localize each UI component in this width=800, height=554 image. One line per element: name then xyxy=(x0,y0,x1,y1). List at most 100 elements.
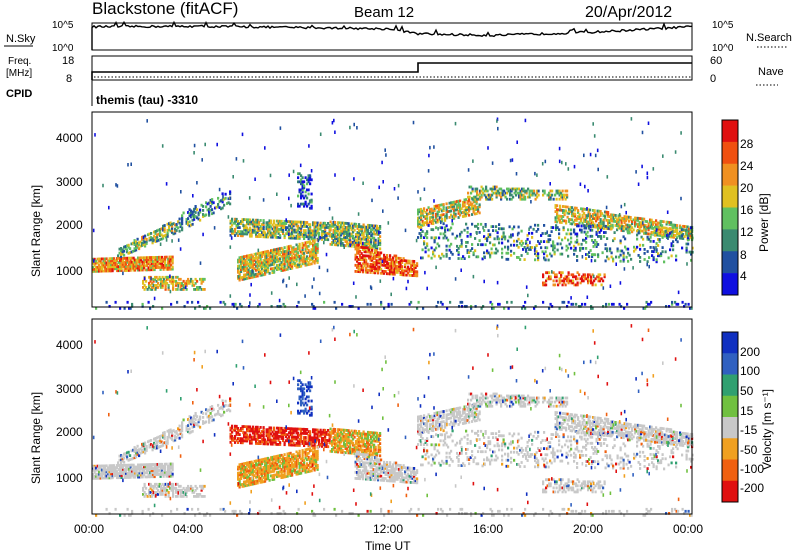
power-cell xyxy=(565,219,568,223)
velocity-cell xyxy=(148,445,151,449)
power-cell xyxy=(300,228,303,232)
power-cell xyxy=(652,258,655,262)
power-cell xyxy=(340,231,343,235)
power-cell xyxy=(235,224,238,227)
power-cell xyxy=(334,233,337,236)
velocity-cell xyxy=(152,467,155,470)
power-cell xyxy=(144,258,147,262)
power-cell xyxy=(378,253,381,257)
velocity-cell xyxy=(139,447,142,451)
power-cell xyxy=(624,237,627,241)
power-cell xyxy=(602,286,605,290)
power-cell xyxy=(144,234,147,238)
velocity-cell xyxy=(120,466,123,469)
power-panel: 1000 2000 3000 4000 Slant Range [km] 4 8… xyxy=(29,111,771,310)
power-cell xyxy=(533,191,536,195)
power-cell xyxy=(159,242,162,246)
power-cell xyxy=(411,259,414,263)
power-cell xyxy=(329,224,332,228)
power-cell xyxy=(141,235,144,239)
power-cell xyxy=(586,295,589,299)
power-cell xyxy=(129,266,132,270)
power-cell xyxy=(508,235,511,239)
velocity-cell xyxy=(164,493,167,496)
power-cell xyxy=(602,214,605,218)
velocity-cell xyxy=(104,464,107,468)
velocity-cell xyxy=(122,468,125,471)
power-cell xyxy=(149,256,152,259)
power-cell xyxy=(136,241,139,245)
power-cell xyxy=(374,265,377,269)
velocity-cell xyxy=(170,470,173,474)
power-cell xyxy=(200,277,203,281)
power-cell xyxy=(265,225,268,229)
power-cell xyxy=(596,148,599,153)
power-cell xyxy=(261,273,264,277)
power-cell xyxy=(551,189,554,193)
power-cell xyxy=(558,193,561,197)
power-cell xyxy=(229,233,232,237)
power-cell xyxy=(259,257,262,261)
velocity-cell xyxy=(163,484,166,488)
velocity-cell xyxy=(105,468,108,472)
power-cell xyxy=(181,288,184,291)
power-cell xyxy=(518,193,521,197)
power-cell xyxy=(259,235,262,238)
power-cell xyxy=(665,305,668,308)
power-cell xyxy=(436,212,439,216)
power-cell xyxy=(331,216,334,220)
power-cell xyxy=(365,266,368,270)
power-cell xyxy=(316,248,319,252)
power-cell xyxy=(161,284,164,287)
velocity-cell xyxy=(158,473,161,476)
power-cell xyxy=(221,198,224,202)
power-cell xyxy=(573,283,576,287)
power-cell xyxy=(670,234,673,237)
power-cell xyxy=(184,285,187,289)
power-cell xyxy=(594,259,597,263)
velocity-cell xyxy=(199,484,202,488)
power-cell xyxy=(341,242,344,245)
power-cell xyxy=(690,252,693,256)
power-cell xyxy=(601,222,604,226)
power-cell xyxy=(182,286,185,289)
velocity-cell xyxy=(160,486,163,490)
power-cell xyxy=(206,202,209,206)
power-cell xyxy=(558,307,561,310)
velocity-cell xyxy=(129,467,132,471)
power-cell xyxy=(435,220,438,224)
power-cell xyxy=(477,207,480,211)
power-cell xyxy=(252,275,255,279)
power-cell xyxy=(423,242,425,246)
velocity-cell xyxy=(162,475,165,478)
power-cell xyxy=(521,193,524,197)
power-cell xyxy=(346,232,349,235)
power-cell xyxy=(531,189,534,193)
power-cell xyxy=(673,234,676,237)
power-cell xyxy=(165,267,168,271)
power-cell xyxy=(120,263,123,266)
power-cell xyxy=(531,236,534,239)
power-cell xyxy=(337,221,340,224)
power-cell xyxy=(240,276,243,280)
power-cell xyxy=(619,259,622,263)
velocity-cell xyxy=(161,482,164,486)
power-cell xyxy=(688,229,691,233)
power-cell xyxy=(608,215,611,218)
power-cell xyxy=(371,265,374,268)
power-cell xyxy=(310,229,313,233)
velocity-cell xyxy=(122,466,125,469)
power-cell xyxy=(258,235,261,238)
power-cell xyxy=(482,187,485,191)
power-cell xyxy=(432,213,435,217)
power-cell xyxy=(356,225,359,228)
power-cell xyxy=(588,251,591,254)
power-cell xyxy=(162,228,165,232)
power-cell xyxy=(420,207,423,211)
power-cell xyxy=(170,259,173,263)
power-cell xyxy=(337,241,340,245)
power-cell xyxy=(256,260,259,264)
power-cell xyxy=(298,246,301,250)
velocity-cell xyxy=(168,470,171,474)
power-cell xyxy=(277,253,280,257)
